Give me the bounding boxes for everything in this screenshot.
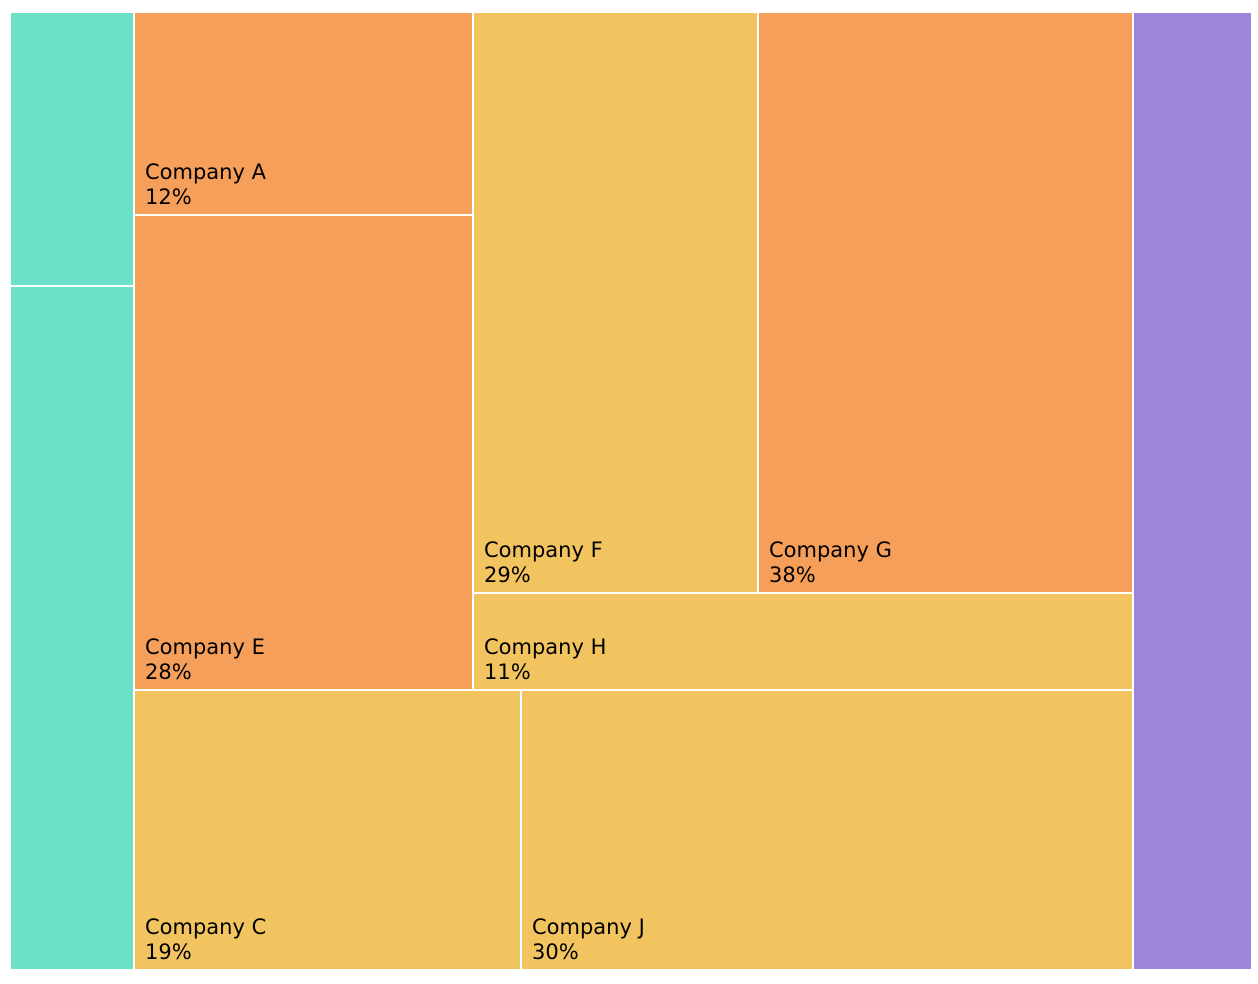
tile-value-company-f: 29% (484, 563, 531, 587)
tile-value-company-a: 12% (145, 185, 192, 209)
tile-company-j: Company J30% (520, 689, 1134, 971)
tile-value-company-e: 28% (145, 660, 192, 684)
tile-company-g: Company G38% (757, 11, 1134, 594)
tile-rect-purple-right (1132, 11, 1253, 971)
tile-teal-bottom (9, 285, 135, 971)
tile-company-a: Company A12% (133, 11, 474, 216)
tile-value-company-j: 30% (532, 940, 579, 964)
tile-label-company-f: Company F (484, 538, 603, 562)
tile-label-company-e: Company E (145, 635, 265, 659)
treemap-tiles: Company A12%Company E28%Company F29%Comp… (9, 11, 1253, 971)
tile-purple-right (1132, 11, 1253, 971)
tile-rect-teal-top (9, 11, 135, 287)
tile-rect-company-e (133, 214, 474, 691)
tile-company-h: Company H11% (472, 592, 1134, 691)
tile-label-company-c: Company C (145, 915, 266, 939)
tile-rect-company-h (472, 592, 1134, 691)
tile-value-company-c: 19% (145, 940, 192, 964)
tile-company-f: Company F29% (472, 11, 759, 594)
tile-value-company-h: 11% (484, 660, 531, 684)
tile-company-e: Company E28% (133, 214, 474, 691)
tile-rect-company-f (472, 11, 759, 594)
tile-rect-company-g (757, 11, 1134, 594)
tile-value-company-g: 38% (769, 563, 816, 587)
tile-rect-company-j (520, 689, 1134, 971)
tile-label-company-a: Company A (145, 160, 267, 184)
tile-label-company-g: Company G (769, 538, 892, 562)
tile-teal-top (9, 11, 135, 287)
tile-label-company-h: Company H (484, 635, 606, 659)
tile-rect-teal-bottom (9, 285, 135, 971)
tile-rect-company-a (133, 11, 474, 216)
tile-company-c: Company C19% (133, 689, 522, 971)
tile-label-company-j: Company J (532, 915, 645, 939)
tile-rect-company-c (133, 689, 522, 971)
